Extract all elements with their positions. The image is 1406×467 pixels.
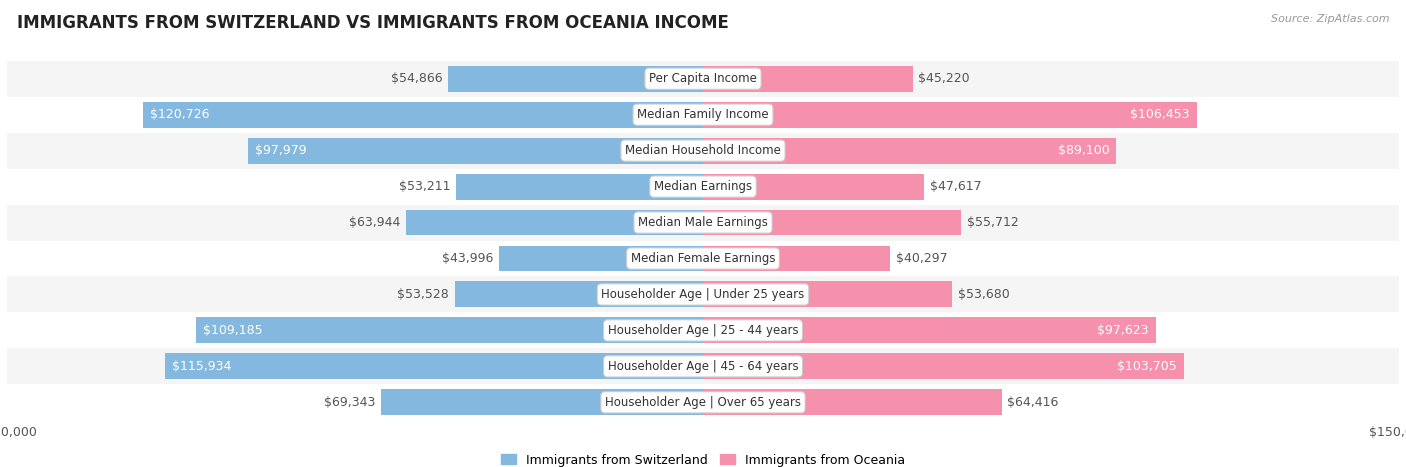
Bar <box>454 282 703 307</box>
Bar <box>703 102 1197 127</box>
Text: $53,211: $53,211 <box>399 180 450 193</box>
Bar <box>703 354 1184 379</box>
Bar <box>703 318 1156 343</box>
Text: $120,726: $120,726 <box>150 108 209 121</box>
Bar <box>406 210 703 235</box>
Text: $40,297: $40,297 <box>896 252 948 265</box>
Text: Source: ZipAtlas.com: Source: ZipAtlas.com <box>1271 14 1389 24</box>
Bar <box>7 97 1399 133</box>
Text: Householder Age | 45 - 64 years: Householder Age | 45 - 64 years <box>607 360 799 373</box>
Bar <box>7 312 1399 348</box>
Text: $55,712: $55,712 <box>967 216 1019 229</box>
Text: Householder Age | Under 25 years: Householder Age | Under 25 years <box>602 288 804 301</box>
Bar <box>197 318 703 343</box>
Bar <box>7 241 1399 276</box>
Text: $53,528: $53,528 <box>398 288 449 301</box>
Text: $64,416: $64,416 <box>1008 396 1059 409</box>
Text: $63,944: $63,944 <box>349 216 401 229</box>
Bar <box>7 276 1399 312</box>
Text: $43,996: $43,996 <box>441 252 494 265</box>
Legend: Immigrants from Switzerland, Immigrants from Oceania: Immigrants from Switzerland, Immigrants … <box>496 449 910 467</box>
Text: $115,934: $115,934 <box>172 360 232 373</box>
Text: Median Family Income: Median Family Income <box>637 108 769 121</box>
Bar <box>449 66 703 92</box>
Bar <box>703 138 1116 163</box>
Text: IMMIGRANTS FROM SWITZERLAND VS IMMIGRANTS FROM OCEANIA INCOME: IMMIGRANTS FROM SWITZERLAND VS IMMIGRANT… <box>17 14 728 32</box>
Text: $103,705: $103,705 <box>1118 360 1177 373</box>
Text: Per Capita Income: Per Capita Income <box>650 72 756 85</box>
Text: $97,623: $97,623 <box>1098 324 1149 337</box>
Text: Median Earnings: Median Earnings <box>654 180 752 193</box>
Bar <box>703 174 924 199</box>
Bar <box>703 210 962 235</box>
Text: Median Female Earnings: Median Female Earnings <box>631 252 775 265</box>
Text: $53,680: $53,680 <box>957 288 1010 301</box>
Bar <box>381 389 703 415</box>
Bar <box>7 384 1399 420</box>
Bar <box>7 169 1399 205</box>
Text: Householder Age | Over 65 years: Householder Age | Over 65 years <box>605 396 801 409</box>
Text: Median Household Income: Median Household Income <box>626 144 780 157</box>
Bar <box>7 133 1399 169</box>
Bar <box>499 246 703 271</box>
Bar <box>456 174 703 199</box>
Bar <box>7 205 1399 241</box>
Text: $89,100: $89,100 <box>1057 144 1109 157</box>
Bar <box>703 66 912 92</box>
Bar <box>165 354 703 379</box>
Text: $54,866: $54,866 <box>391 72 443 85</box>
Bar <box>249 138 703 163</box>
Text: Median Male Earnings: Median Male Earnings <box>638 216 768 229</box>
Bar <box>703 246 890 271</box>
Text: Householder Age | 25 - 44 years: Householder Age | 25 - 44 years <box>607 324 799 337</box>
Text: $45,220: $45,220 <box>918 72 970 85</box>
Text: $106,453: $106,453 <box>1130 108 1189 121</box>
Bar <box>703 282 952 307</box>
Text: $97,979: $97,979 <box>256 144 307 157</box>
Bar <box>143 102 703 127</box>
Text: $109,185: $109,185 <box>204 324 263 337</box>
Text: $69,343: $69,343 <box>325 396 375 409</box>
Bar <box>7 61 1399 97</box>
Bar <box>7 348 1399 384</box>
Bar <box>703 389 1002 415</box>
Text: $47,617: $47,617 <box>929 180 981 193</box>
